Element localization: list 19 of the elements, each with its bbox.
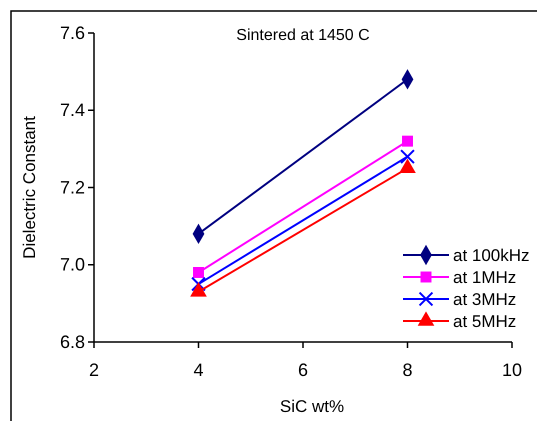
y-axis-title: Dielectric Constant bbox=[20, 116, 39, 259]
x-tick-label: 8 bbox=[402, 360, 413, 380]
x-tick-label: 4 bbox=[193, 360, 204, 380]
legend-label: at 1MHz bbox=[453, 268, 516, 287]
y-tick-label: 7.4 bbox=[60, 100, 85, 120]
chart-title: Sintered at 1450 C bbox=[236, 27, 370, 44]
legend-label: at 100kHz bbox=[453, 246, 530, 265]
x-tick-label: 6 bbox=[298, 360, 308, 380]
legend-label: at 5MHz bbox=[453, 312, 516, 331]
y-tick-label: 7.6 bbox=[60, 22, 85, 43]
x-axis-title: SiC wt% bbox=[280, 397, 344, 416]
y-tick-label: 7.0 bbox=[60, 254, 85, 275]
legend-label: at 3MHz bbox=[453, 290, 516, 309]
x-tick-label: 2 bbox=[88, 360, 100, 380]
x-tick-label: 10 bbox=[502, 360, 522, 380]
y-tick-label: 6.8 bbox=[60, 332, 85, 352]
point bbox=[402, 136, 413, 147]
point bbox=[193, 267, 204, 278]
y-tick-label: 7.2 bbox=[60, 177, 85, 198]
